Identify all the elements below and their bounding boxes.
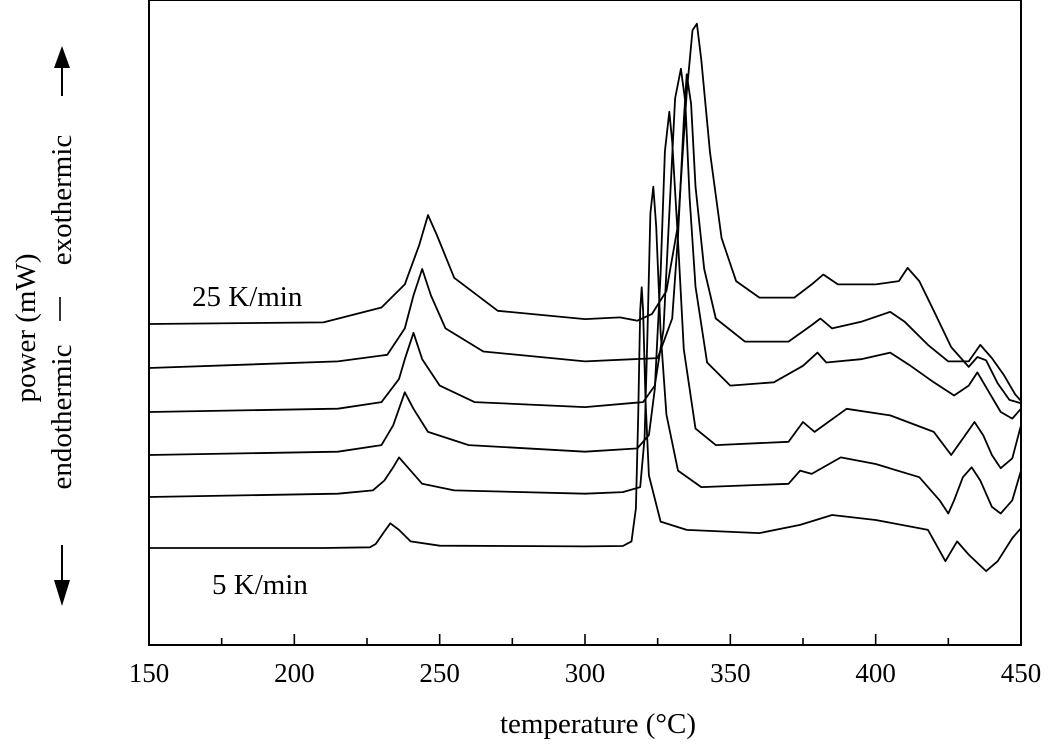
x-tick-label: 200 <box>274 658 315 688</box>
x-tick-label: 250 <box>419 658 460 688</box>
x-tick-label: 450 <box>1001 658 1042 688</box>
annotation-5k: 5 K/min <box>212 569 308 601</box>
dsc-curve-5 <box>148 73 1022 402</box>
x-tick-label: 300 <box>565 658 606 688</box>
curves <box>148 22 1022 572</box>
annotation-25k: 25 K/min <box>192 281 303 313</box>
dsc-curve-4 <box>148 67 1022 420</box>
dsc-curve-1 <box>149 286 1022 572</box>
dsc-curve-2 <box>148 185 1022 515</box>
x-tick-label: 400 <box>855 658 896 688</box>
y-axis-title: power (mW) endothermic exothermic <box>10 46 78 606</box>
exothermic-arrow <box>54 46 70 96</box>
endothermic-arrow <box>54 545 70 606</box>
x-tick-label: 150 <box>129 658 170 688</box>
y-axis-endothermic-label: endothermic <box>46 345 78 490</box>
x-axis-title: temperature (°C) <box>500 708 696 740</box>
y-axis-power-label: power (mW) <box>10 254 42 403</box>
x-ticks: 150 200 250 300 350 400 450 <box>129 634 1042 688</box>
x-tick-label: 350 <box>710 658 751 688</box>
y-axis-exothermic-label: exothermic <box>46 135 78 265</box>
dsc-curve-6 <box>148 22 1022 405</box>
